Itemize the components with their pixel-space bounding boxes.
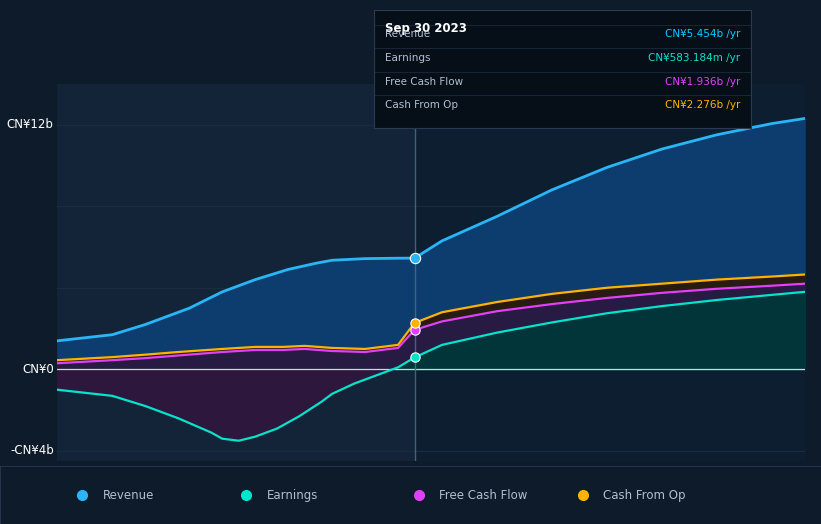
Text: CN¥1.936b /yr: CN¥1.936b /yr	[664, 77, 740, 86]
Text: CN¥12b: CN¥12b	[7, 118, 53, 131]
Text: CN¥0: CN¥0	[22, 363, 53, 376]
Bar	[57, 84, 415, 461]
Point	[408, 326, 421, 334]
Text: Analysts Forecasts: Analysts Forecasts	[424, 108, 533, 122]
Text: Sep 30 2023: Sep 30 2023	[385, 22, 467, 35]
Text: Cash From Op: Cash From Op	[385, 100, 458, 110]
Text: Revenue: Revenue	[103, 489, 154, 501]
Text: Earnings: Earnings	[385, 53, 430, 63]
Text: -CN¥4b: -CN¥4b	[10, 444, 53, 457]
Text: Free Cash Flow: Free Cash Flow	[439, 489, 528, 501]
Text: Earnings: Earnings	[267, 489, 319, 501]
Text: Past: Past	[381, 108, 406, 122]
Text: Free Cash Flow: Free Cash Flow	[385, 77, 463, 86]
Point	[408, 353, 421, 362]
Text: CN¥5.454b /yr: CN¥5.454b /yr	[664, 29, 740, 39]
Point	[408, 254, 421, 263]
Text: CN¥583.184m /yr: CN¥583.184m /yr	[648, 53, 740, 63]
Bar	[415, 84, 805, 461]
Text: Cash From Op: Cash From Op	[603, 489, 686, 501]
Point	[408, 319, 421, 327]
Text: CN¥2.276b /yr: CN¥2.276b /yr	[664, 100, 740, 110]
Text: Revenue: Revenue	[385, 29, 430, 39]
